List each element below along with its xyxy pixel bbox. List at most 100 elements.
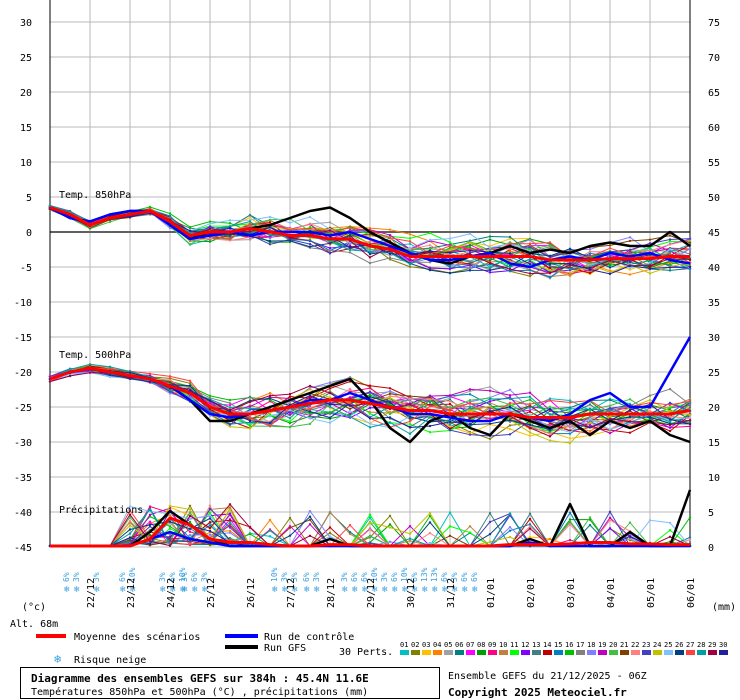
perturbation-point xyxy=(668,269,672,272)
perturbation-point xyxy=(488,417,492,420)
perturbation-point xyxy=(328,249,332,252)
perturbation-point xyxy=(368,406,372,410)
snow-percent-label: 10% xyxy=(270,567,279,582)
left-tick-label: 20 xyxy=(20,88,32,99)
perturbation-point xyxy=(228,398,232,402)
perturbation-point xyxy=(228,508,232,511)
perturbation-point xyxy=(528,535,532,539)
perturbation-point xyxy=(208,227,212,231)
perturbation-point xyxy=(488,261,492,265)
snowflake-icon: ❄ xyxy=(182,585,188,595)
perturbation-point xyxy=(428,514,432,518)
perturbation-point xyxy=(448,525,452,528)
perturbation-point xyxy=(368,384,372,387)
perturbation-point xyxy=(188,379,192,383)
pert-color-swatch xyxy=(609,650,618,655)
snow-percent-label: 6% xyxy=(190,572,199,582)
snow-percent-label: 6% xyxy=(460,572,469,582)
perturbation-point xyxy=(408,242,412,246)
perturbation-point xyxy=(228,401,232,405)
perturbation-point xyxy=(268,233,272,237)
snowflake-icon: ❄ xyxy=(130,585,136,595)
date-tick-label: 30/12 xyxy=(406,578,417,608)
perturbation-point xyxy=(668,423,672,427)
perturbation-point xyxy=(528,238,532,242)
perturbation-legend: 01 02 03 04 05 06 07 08 09 10 11 12 13 14 15 16 17 18 19 20… xyxy=(400,641,728,655)
perturbation-point xyxy=(188,508,192,511)
perturbation-point xyxy=(248,230,252,233)
perturbation-point xyxy=(508,269,512,273)
perturbation-point xyxy=(68,210,72,213)
legend-mean-label: Moyenne des scénarios xyxy=(74,631,200,643)
perturbation-point xyxy=(448,408,452,411)
date-tick-label: 25/12 xyxy=(206,578,217,608)
pert-number-label: 29 xyxy=(708,641,716,649)
perturbation-point xyxy=(528,274,532,278)
perturbation-point xyxy=(148,508,152,511)
perturbation-point xyxy=(608,422,612,426)
perturbation-point xyxy=(308,518,312,522)
perturbation-point xyxy=(368,386,372,390)
perturbation-point xyxy=(528,525,532,528)
pert-color-swatch xyxy=(719,650,728,655)
perturbation-point xyxy=(368,542,372,545)
perturbation-point xyxy=(688,252,692,256)
footer-run-info: Ensemble GEFS du 21/12/2025 - 06Z xyxy=(448,671,647,682)
perturbation-point xyxy=(288,534,292,537)
perturbation-point xyxy=(408,233,412,236)
date-tick-label: 24/12 xyxy=(166,578,177,608)
perturbation-point xyxy=(608,510,612,513)
snow-percent-label: 10% xyxy=(370,567,379,582)
perturbation-point xyxy=(668,234,672,237)
perturbation-point xyxy=(388,228,392,231)
perturbation-point xyxy=(248,410,252,413)
perturbation-point xyxy=(648,410,652,413)
perturbation-point xyxy=(208,222,212,225)
perturbation-point xyxy=(448,394,452,397)
perturbation-point xyxy=(608,407,612,410)
perturbation-point xyxy=(448,534,452,537)
perturbation-point xyxy=(628,431,632,434)
perturbation-point xyxy=(168,538,172,542)
snowflake-icon: ❄ xyxy=(352,585,358,595)
perturbation-point xyxy=(228,524,232,527)
perturbation-point xyxy=(168,544,172,547)
perturbation-point xyxy=(388,412,392,416)
snow-percent-label: 6% xyxy=(440,572,449,582)
footer-subtitle: Températures 850hPa et 500hPa (°C) , pré… xyxy=(31,687,369,698)
perturbation-point xyxy=(228,521,232,524)
perturbation-point xyxy=(148,520,152,523)
perturbation-point xyxy=(688,406,692,409)
perturbation-point xyxy=(528,272,532,275)
perturbation-point xyxy=(508,424,512,427)
perturbation-point xyxy=(208,514,212,517)
perturbation-point xyxy=(388,514,392,518)
perturbation-point xyxy=(588,421,592,424)
perturbation-point xyxy=(448,427,452,430)
snow-percent-label: 3% xyxy=(290,572,299,582)
perturbation-point xyxy=(628,408,632,412)
perturbation-point xyxy=(288,392,292,396)
perturbation-point xyxy=(548,405,552,409)
perturbation-point xyxy=(568,407,572,410)
perturbation-point xyxy=(408,532,412,535)
perturbation-point xyxy=(228,503,232,506)
pert-color-swatch xyxy=(675,650,684,655)
perturbation-point xyxy=(488,238,492,241)
perturbation-point xyxy=(668,401,672,405)
perturbation-point xyxy=(608,409,612,412)
perturbation-point xyxy=(468,267,472,270)
right-unit-label: (mm) xyxy=(712,602,736,613)
left-tick-label: 15 xyxy=(20,123,32,134)
pert-number-label: 07 xyxy=(466,641,474,649)
perturbation-point xyxy=(528,431,532,434)
perturbation-point xyxy=(528,248,532,251)
perturbation-point xyxy=(488,267,492,270)
perturbation-point xyxy=(508,403,512,406)
perturbation-point xyxy=(608,516,612,519)
perturbation-point xyxy=(228,531,232,534)
perturbation-point xyxy=(608,266,612,269)
perturbation-point xyxy=(508,267,512,271)
perturbation-point xyxy=(568,437,572,440)
pert-number-label: 14 xyxy=(543,641,551,649)
